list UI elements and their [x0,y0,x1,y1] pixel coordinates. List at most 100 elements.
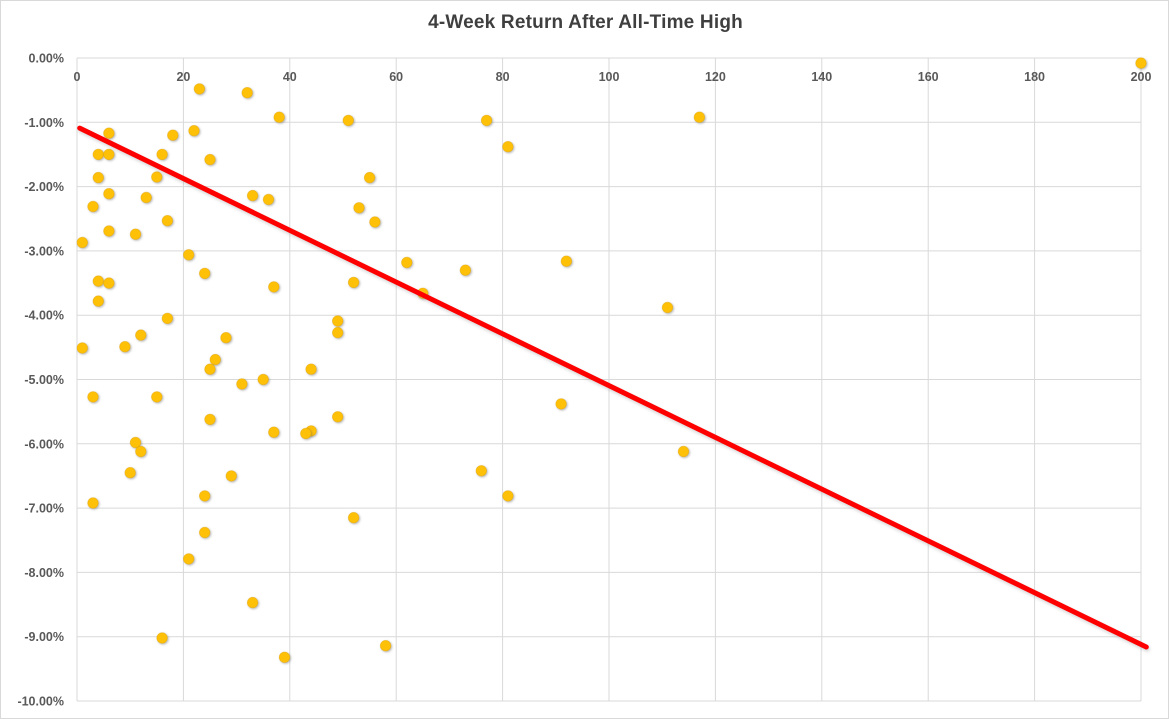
data-point [209,353,222,366]
data-point [332,315,344,327]
data-point [193,83,206,95]
data-point [87,497,99,509]
trend-line [77,125,1149,650]
data-point [198,267,211,280]
data-point [103,277,115,289]
y-axis-tick-label: -6.00% [24,437,64,451]
data-point [241,86,253,99]
data-point [246,189,259,202]
data-point [103,127,115,139]
data-point [278,651,291,664]
data-point [677,445,690,458]
x-axis-tick-label: 100 [599,70,620,84]
data-point [167,129,179,141]
data-point [342,114,355,127]
y-axis-tick-label: 0.00% [29,52,64,66]
data-point [76,342,89,354]
data-point [161,312,174,325]
data-point [92,148,105,161]
y-axis-tick-label: -9.00% [24,630,64,644]
data-point [560,255,573,267]
data-point [502,140,514,153]
data-point [332,326,344,339]
data-point [92,295,105,307]
y-axis-tick-label: -4.00% [24,309,64,323]
data-point [236,378,248,390]
data-point [103,187,115,200]
data-point [347,276,360,289]
data-point [379,640,392,652]
x-axis-tick-label: 0 [74,70,81,84]
y-axis-tick-label: -5.00% [24,373,64,387]
data-point [129,228,142,240]
data-point [459,264,472,276]
data-point [204,363,216,375]
data-point [273,111,285,123]
x-axis-tick-label: 60 [389,70,403,84]
data-point [92,275,105,287]
x-axis-tick-label: 180 [1024,70,1045,84]
data-point [204,413,216,426]
y-axis-tick-label: -2.00% [24,180,64,194]
data-point [475,465,488,477]
x-axis-tick-label: 40 [283,70,297,84]
data-point [151,171,163,183]
data-point [401,256,413,269]
data-point [103,225,115,237]
data-point [300,427,312,440]
x-axis-tick-label: 140 [811,70,832,84]
data-point [182,249,195,261]
data-point [268,281,280,293]
data-point [353,202,365,214]
data-point [135,445,147,458]
y-axis-tick-label: -1.00% [24,116,64,130]
data-point [555,398,567,410]
data-point [480,114,493,127]
data-point [257,373,269,386]
data-point [188,124,200,137]
data-point [1135,57,1147,69]
x-axis-tick-label: 160 [918,70,939,84]
y-axis-tick-label: -3.00% [24,244,64,258]
data-point [305,363,317,375]
y-axis-tick-label: -7.00% [24,502,64,516]
data-point [87,391,99,403]
data-point [661,301,674,314]
data-point [268,426,280,438]
data-point [204,153,216,166]
data-point [182,553,195,565]
data-point [198,526,211,539]
data-point [156,632,168,644]
data-point [76,236,89,249]
data-point [332,411,344,423]
data-point [246,596,259,609]
data-point [363,171,376,184]
data-point [87,200,99,213]
data-point [220,332,232,344]
chart-title: 4-Week Return After All-Time High [428,12,743,33]
data-point [129,436,142,449]
data-point [225,470,238,482]
y-axis-tick-label: -10.00% [17,695,64,709]
data-point [119,341,131,353]
data-point [369,216,381,228]
x-axis-tick-label: 120 [705,70,726,84]
data-point [92,171,105,184]
data-point [124,467,136,479]
data-point [347,512,360,524]
data-point [103,148,115,161]
x-axis-tick-label: 20 [176,70,190,84]
data-point [262,193,275,206]
data-point [198,490,211,502]
data-point [140,191,152,204]
data-point [693,111,706,123]
data-point [151,391,163,403]
y-axis-tick-label: -8.00% [24,566,64,580]
data-point [135,329,147,341]
data-point [156,148,168,161]
x-axis-tick-label: 200 [1131,70,1152,84]
x-axis-tick-label: 80 [496,70,510,84]
data-point [502,490,514,502]
